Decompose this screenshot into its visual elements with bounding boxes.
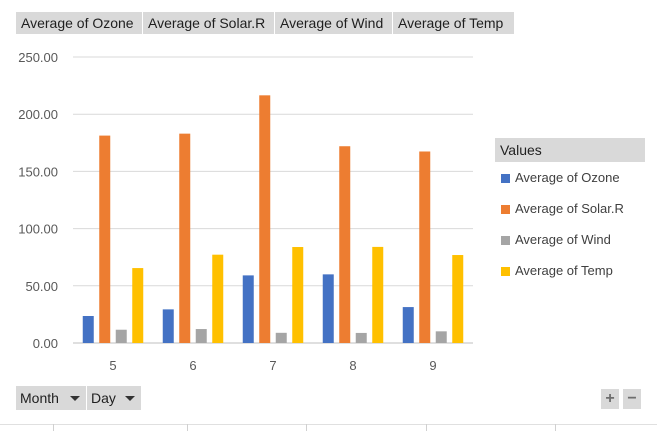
legend-item-solar[interactable]: Average of Solar.R (495, 193, 645, 224)
bar (322, 274, 334, 343)
bar (132, 268, 144, 343)
sheet-column-divider (555, 424, 556, 431)
sheet-column-divider (187, 424, 188, 431)
y-tick-label: 250.00 (18, 50, 58, 65)
y-tick-label: 0.00 (33, 336, 58, 351)
x-tick-label: 9 (429, 358, 436, 373)
legend-item-ozone[interactable]: Average of Ozone (495, 162, 645, 193)
bar (212, 254, 224, 343)
bar (195, 329, 207, 343)
bar (242, 275, 254, 343)
sheet-gridline (0, 424, 657, 425)
x-tick-label: 7 (269, 358, 276, 373)
x-tick-label: 5 (109, 358, 116, 373)
legend-title[interactable]: Values (495, 138, 645, 162)
bar (99, 135, 111, 343)
x-tick-label: 8 (349, 358, 356, 373)
sheet-column-divider (306, 424, 307, 431)
bar (402, 307, 414, 343)
legend-label: Average of Wind (515, 232, 611, 247)
bar (82, 316, 94, 343)
collapse-button[interactable]: − (623, 389, 641, 409)
legend-swatch-ozone (501, 174, 510, 183)
bar (275, 332, 287, 343)
bar (162, 309, 174, 343)
legend-swatch-solar (501, 205, 510, 214)
bar (339, 146, 351, 343)
bar (355, 332, 367, 343)
x-tick-label: 6 (189, 358, 196, 373)
bar (452, 255, 464, 343)
bar (259, 95, 271, 343)
legend: Values Average of Ozone Average of Solar… (495, 138, 645, 286)
day-field-button[interactable]: Day (87, 386, 141, 410)
legend-label: Average of Ozone (515, 170, 620, 185)
field-button-wind[interactable]: Average of Wind (275, 12, 393, 34)
legend-item-temp[interactable]: Average of Temp (495, 255, 645, 286)
legend-swatch-temp (501, 267, 510, 276)
field-button-solar[interactable]: Average of Solar.R (143, 12, 275, 34)
chevron-down-icon (125, 396, 135, 401)
legend-item-wind[interactable]: Average of Wind (495, 224, 645, 255)
sheet-column-divider (53, 424, 54, 431)
bar (179, 133, 191, 343)
legend-label: Average of Temp (515, 263, 613, 278)
month-field-button[interactable]: Month (16, 386, 86, 410)
field-button-ozone[interactable]: Average of Ozone (16, 12, 143, 34)
y-tick-label: 150.00 (18, 164, 58, 179)
chevron-down-icon (70, 396, 80, 401)
sheet-column-divider (426, 424, 427, 431)
y-tick-label: 50.00 (25, 279, 58, 294)
day-field-label: Day (91, 390, 116, 406)
y-tick-label: 200.00 (18, 107, 58, 122)
expand-button[interactable]: + (601, 389, 619, 409)
legend-label: Average of Solar.R (515, 201, 624, 216)
y-tick-label: 100.00 (18, 222, 58, 237)
bar (292, 247, 304, 343)
bar (115, 329, 127, 343)
legend-swatch-wind (501, 236, 510, 245)
month-field-label: Month (20, 390, 59, 406)
bar (435, 331, 447, 343)
bar (372, 246, 384, 343)
bar (419, 151, 431, 343)
field-button-temp[interactable]: Average of Temp (393, 12, 515, 34)
